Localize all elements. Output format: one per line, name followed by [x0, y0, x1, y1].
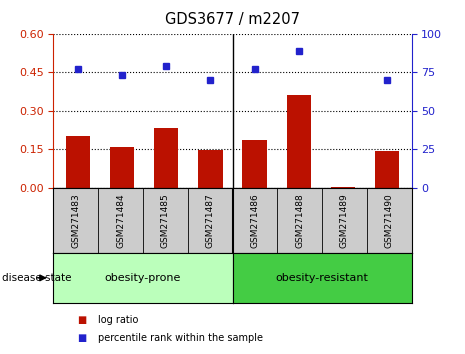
Text: GSM271487: GSM271487	[206, 193, 215, 248]
Bar	[375, 151, 399, 188]
Text: GSM271484: GSM271484	[116, 193, 125, 248]
Text: GSM271490: GSM271490	[385, 193, 394, 248]
Bar	[154, 128, 179, 188]
Text: obesity-resistant: obesity-resistant	[276, 273, 368, 283]
Bar	[242, 140, 267, 188]
Bar	[110, 147, 134, 188]
Text: ■: ■	[77, 315, 86, 325]
Text: GSM271485: GSM271485	[161, 193, 170, 248]
Bar	[286, 95, 311, 188]
Text: GSM271486: GSM271486	[250, 193, 259, 248]
Text: obesity-prone: obesity-prone	[105, 273, 181, 283]
Text: GDS3677 / m2207: GDS3677 / m2207	[165, 12, 300, 27]
Text: ■: ■	[77, 333, 86, 343]
Text: disease state: disease state	[2, 273, 72, 283]
Bar	[198, 150, 223, 188]
Text: GSM271488: GSM271488	[295, 193, 304, 248]
Text: log ratio: log ratio	[98, 315, 138, 325]
Text: GSM271489: GSM271489	[340, 193, 349, 248]
Bar	[66, 136, 90, 188]
Bar	[331, 187, 355, 188]
Text: percentile rank within the sample: percentile rank within the sample	[98, 333, 263, 343]
Text: GSM271483: GSM271483	[71, 193, 80, 248]
